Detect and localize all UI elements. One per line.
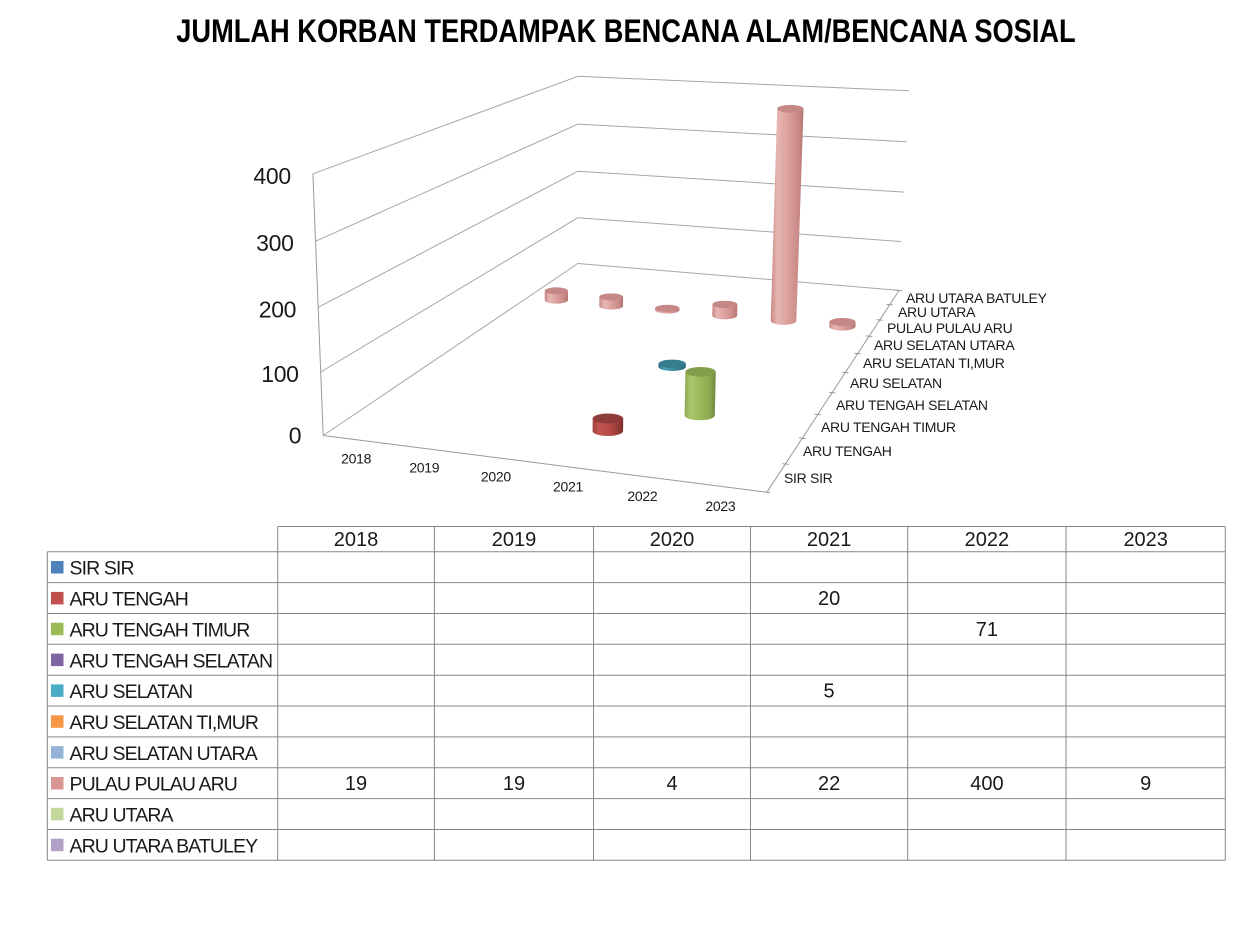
svg-text:9: 9 <box>1140 773 1151 795</box>
svg-text:ARU SELATAN TI,MUR: ARU SELATAN TI,MUR <box>70 712 259 734</box>
svg-text:2018: 2018 <box>334 529 379 551</box>
svg-text:2020: 2020 <box>650 529 695 551</box>
svg-text:PULAU PULAU ARU: PULAU PULAU ARU <box>70 774 237 796</box>
svg-text:ARU UTARA BATULEY: ARU UTARA BATULEY <box>906 290 1048 306</box>
svg-text:ARU SELATAN: ARU SELATAN <box>850 375 942 391</box>
svg-text:2018: 2018 <box>341 451 371 467</box>
svg-text:22: 22 <box>818 773 840 795</box>
svg-text:2023: 2023 <box>705 498 735 514</box>
svg-text:0: 0 <box>289 423 302 449</box>
svg-text:400: 400 <box>253 163 290 189</box>
svg-text:SIR SIR: SIR SIR <box>784 470 833 486</box>
svg-text:ARU SELATAN TI,MUR: ARU SELATAN TI,MUR <box>863 355 1005 371</box>
svg-text:ARU TENGAH SELATAN: ARU TENGAH SELATAN <box>70 650 273 672</box>
svg-text:400: 400 <box>970 773 1003 795</box>
svg-text:19: 19 <box>503 773 525 795</box>
svg-text:JUMLAH KORBAN TERDAMPAK BENCAN: JUMLAH KORBAN TERDAMPAK BENCANA ALAM/BEN… <box>176 14 1075 50</box>
svg-text:SIR SIR: SIR SIR <box>70 558 135 580</box>
svg-text:ARU TENGAH SELATAN: ARU TENGAH SELATAN <box>836 397 988 413</box>
svg-text:71: 71 <box>976 619 998 641</box>
svg-text:ARU SELATAN: ARU SELATAN <box>70 681 193 703</box>
svg-text:19: 19 <box>345 773 367 795</box>
svg-text:ARU UTARA BATULEY: ARU UTARA BATULEY <box>70 835 259 857</box>
svg-text:20: 20 <box>818 588 840 610</box>
svg-text:2023: 2023 <box>1123 529 1168 551</box>
svg-text:2020: 2020 <box>481 469 511 485</box>
svg-text:ARU UTARA: ARU UTARA <box>70 805 174 827</box>
svg-text:2021: 2021 <box>807 529 852 551</box>
svg-text:300: 300 <box>256 230 293 256</box>
svg-text:ARU TENGAH TIMUR: ARU TENGAH TIMUR <box>70 619 251 641</box>
svg-text:200: 200 <box>259 296 296 322</box>
svg-text:ARU TENGAH: ARU TENGAH <box>803 443 892 459</box>
svg-text:2019: 2019 <box>492 529 537 551</box>
svg-text:ARU SELATAN UTARA: ARU SELATAN UTARA <box>70 743 258 765</box>
svg-text:ARU TENGAH: ARU TENGAH <box>70 589 189 611</box>
svg-text:4: 4 <box>666 773 677 795</box>
svg-text:2022: 2022 <box>965 529 1010 551</box>
svg-text:2022: 2022 <box>627 488 657 504</box>
svg-text:5: 5 <box>824 681 835 703</box>
svg-text:ARU SELATAN UTARA: ARU SELATAN UTARA <box>874 337 1015 353</box>
svg-text:ARU UTARA: ARU UTARA <box>898 304 976 320</box>
svg-text:100: 100 <box>261 361 298 387</box>
svg-text:ARU TENGAH TIMUR: ARU TENGAH TIMUR <box>821 419 956 435</box>
svg-text:PULAU PULAU ARU: PULAU PULAU ARU <box>887 320 1013 336</box>
svg-text:2019: 2019 <box>409 460 439 476</box>
svg-text:2021: 2021 <box>553 479 583 495</box>
